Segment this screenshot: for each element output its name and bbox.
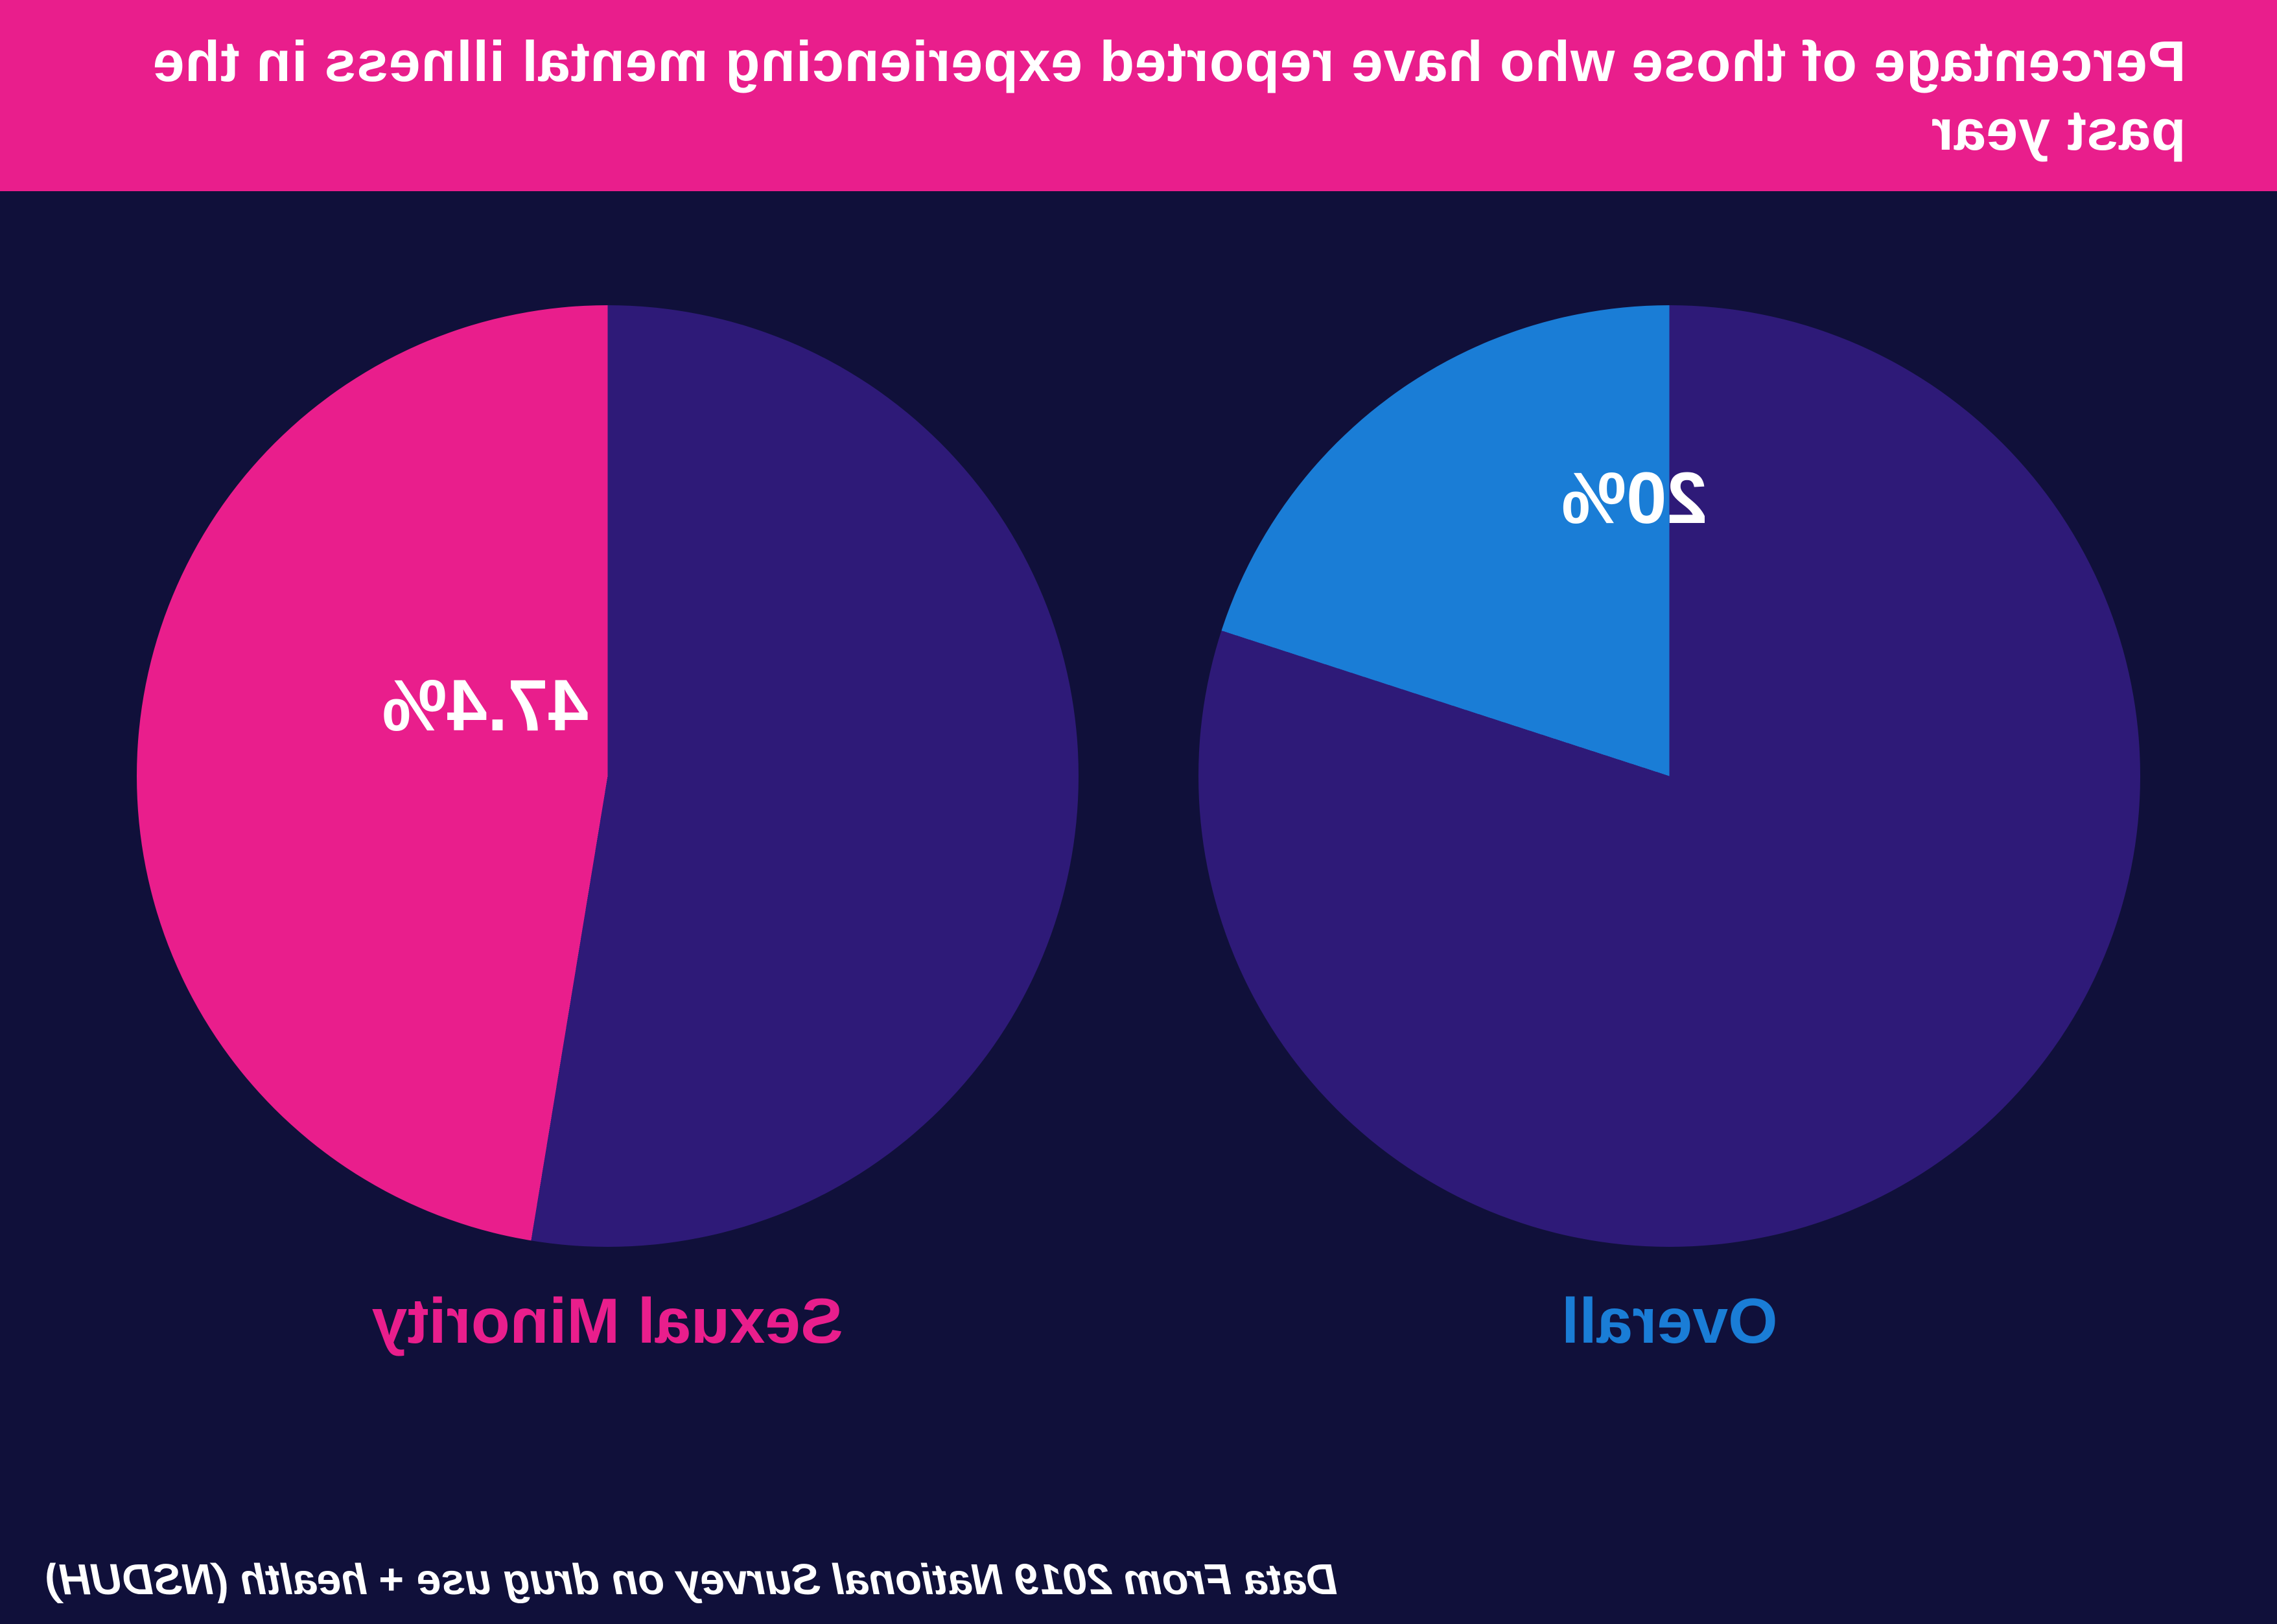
pie-minority-value: 47.4% [382, 663, 589, 747]
caption-overall: Overall [1561, 1284, 1778, 1358]
footer-source: Data From 2019 National Survey on drug u… [45, 1555, 1337, 1605]
pie-overall-value: 20% [1561, 456, 1707, 540]
pie-overall [1198, 305, 2140, 1247]
pie-minority [137, 305, 1079, 1247]
chart-sexual-minority: 47.4% Sexual Minority [137, 305, 1079, 1358]
caption-minority: Sexual Minority [372, 1284, 843, 1358]
header-title: Percentage of those who have reported ex… [152, 29, 2186, 161]
infographic-container: Percentage of those who have reported ex… [0, 0, 2277, 1624]
chart-overall: 20% Overall [1198, 305, 2140, 1358]
pie-overall-wrapper: 20% [1198, 305, 2140, 1247]
header-bar: Percentage of those who have reported ex… [0, 0, 2277, 191]
pie-minority-wrapper: 47.4% [137, 305, 1079, 1247]
charts-area: 20% Overall 47.4% Sexual Minority [0, 191, 2277, 1403]
